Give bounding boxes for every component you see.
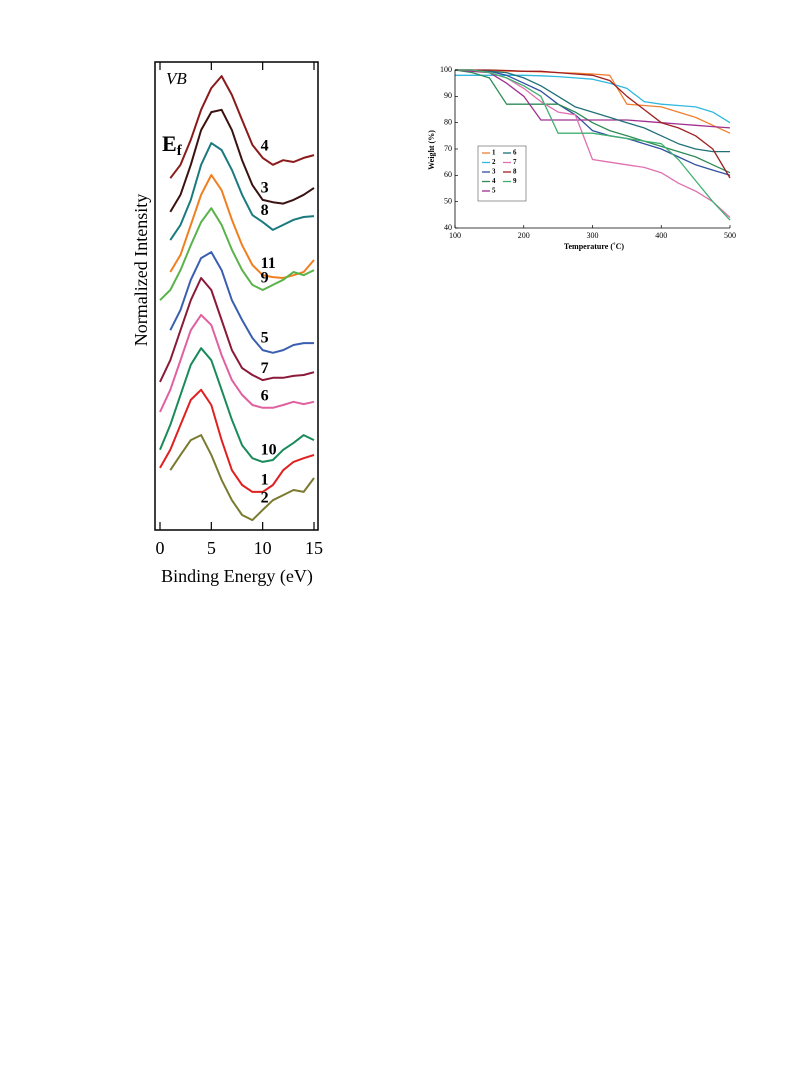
series-line — [455, 69, 730, 153]
x-tick-label: 5 — [207, 538, 216, 558]
y-tick-label: 90 — [444, 91, 452, 100]
x-tick-label: 10 — [254, 538, 272, 558]
y-tick-label: 60 — [444, 170, 452, 179]
series-line — [159, 277, 315, 383]
series-line — [169, 142, 315, 241]
series-line — [159, 207, 315, 301]
series-label: 11 — [261, 255, 276, 272]
series-line — [169, 434, 315, 522]
legend-label: 9 — [513, 177, 517, 185]
series-label: 1 — [261, 472, 269, 489]
y-tick-label: 80 — [444, 117, 452, 126]
x-tick-label: 100 — [449, 231, 461, 240]
x-tick-label: 0 — [156, 538, 165, 558]
x-axis-label: Temperature (˚C) — [564, 242, 625, 251]
series-line — [455, 74, 731, 124]
series-label: 9 — [261, 270, 269, 287]
legend-label: 6 — [513, 149, 517, 157]
legend-label: 3 — [492, 168, 496, 176]
legend-label: 1 — [492, 149, 496, 157]
series-line — [455, 69, 731, 176]
series-label: 7 — [261, 360, 269, 377]
y-tick-label: 100 — [440, 65, 452, 74]
legend-label: 7 — [513, 158, 517, 166]
x-tick-label: 400 — [655, 231, 667, 240]
y-axis-label: Normalized Intensity — [131, 194, 151, 346]
annotation: Ef — [162, 131, 183, 159]
annotation-sub: f — [177, 143, 183, 159]
series-line — [169, 75, 315, 179]
series-line — [169, 174, 315, 279]
series-line — [169, 108, 315, 213]
series-label: 2 — [261, 490, 269, 507]
series-line — [159, 313, 315, 413]
x-tick-label: 200 — [518, 231, 530, 240]
annotation-main: E — [162, 131, 177, 156]
series-label: 3 — [261, 180, 269, 197]
series-line — [454, 69, 731, 174]
y-tick-label: 50 — [444, 196, 452, 205]
plot-frame — [154, 61, 319, 531]
series-line — [159, 347, 315, 463]
series-line — [454, 69, 731, 129]
x-tick-label: 15 — [305, 538, 323, 558]
annotation: VB — [166, 69, 187, 88]
y-tick-label: 40 — [444, 223, 452, 232]
y-tick-label: 70 — [444, 144, 452, 153]
legend-box — [477, 145, 527, 202]
series-line — [159, 388, 315, 493]
series-line — [455, 69, 731, 179]
legend-label: 4 — [492, 177, 496, 185]
x-axis-label: Binding Energy (eV) — [161, 566, 313, 587]
series-label: 4 — [261, 138, 269, 155]
x-tick-label: 500 — [724, 231, 736, 240]
series-label: 6 — [261, 387, 269, 404]
y-axis-label: Weight (%) — [427, 130, 436, 170]
series-line — [169, 251, 314, 354]
legend-label: 2 — [492, 158, 496, 166]
x-tick-label: 300 — [587, 231, 599, 240]
series-label: 5 — [261, 330, 269, 347]
series-label: 10 — [261, 442, 277, 459]
legend-label: 5 — [492, 187, 496, 195]
series-line — [455, 69, 731, 221]
series-label: 8 — [261, 202, 269, 219]
legend-label: 8 — [513, 168, 517, 176]
